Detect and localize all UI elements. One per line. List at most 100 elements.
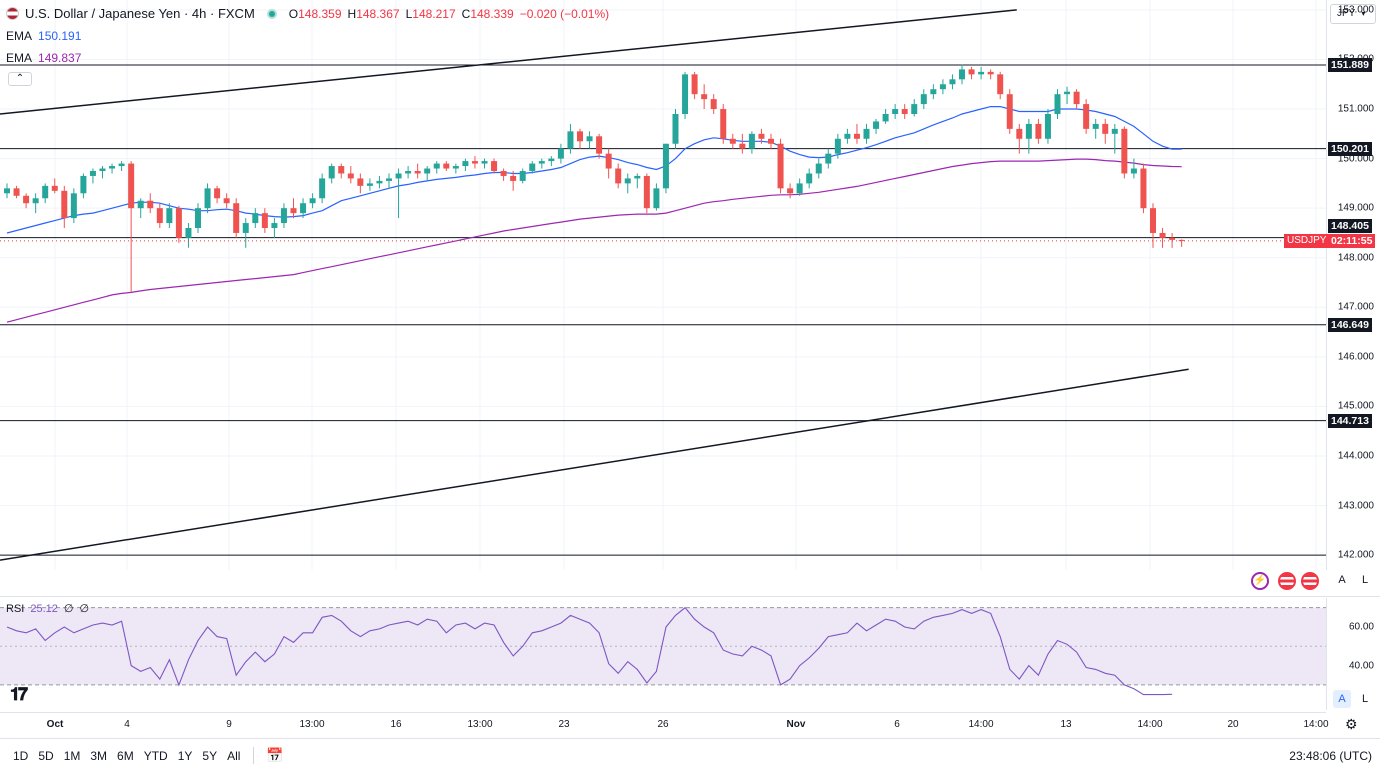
lightning-icon[interactable]: ⚡	[1251, 572, 1269, 590]
candle-body	[748, 133, 755, 149]
log-scale-button[interactable]: L	[1361, 574, 1369, 586]
currency-select[interactable]: JPY ▾	[1330, 4, 1376, 24]
candle-body	[930, 89, 937, 95]
auto-scale-button[interactable]: A	[1338, 574, 1346, 586]
timeframe-ytd-button[interactable]: YTD	[143, 748, 168, 763]
candle-body	[529, 163, 536, 171]
ema-fast-legend[interactable]: EMA 150.191	[6, 29, 81, 43]
candle-body	[109, 166, 116, 169]
price-tick-label: 147.000	[1337, 301, 1374, 313]
candle	[1025, 118, 1032, 154]
settings-gear-icon[interactable]: ⚙	[1345, 716, 1358, 732]
chevron-up-icon[interactable]: ⌃	[8, 72, 32, 86]
candle-body	[32, 198, 39, 204]
rsi-tick-label: 40.00	[1348, 660, 1374, 672]
candle	[815, 158, 822, 179]
tradingview-logo[interactable]: 𝟏𝟕	[10, 684, 28, 704]
price-label-151889[interactable]: 151.889	[1328, 57, 1372, 72]
candle	[959, 64, 965, 85]
candle	[634, 173, 641, 189]
candle	[844, 128, 851, 144]
timeframe-5y-button[interactable]: 5Y	[202, 748, 218, 763]
candle	[987, 69, 994, 80]
candle-body	[1025, 123, 1032, 139]
candle	[873, 118, 880, 134]
symbol-title[interactable]: U.S. Dollar / Japanese Yen · 4h · FXCM	[25, 6, 255, 21]
candle	[729, 133, 736, 149]
time-tick-label: 14:00	[1303, 719, 1329, 730]
candle	[80, 173, 87, 199]
candle	[662, 143, 669, 194]
clock-readout[interactable]: 23:48:06 (UTC)	[1289, 748, 1372, 763]
candle	[309, 193, 316, 209]
price-tick-label: 144.000	[1337, 450, 1374, 462]
candle	[777, 138, 784, 194]
candle	[978, 66, 985, 80]
ema-fast-label: EMA	[6, 29, 33, 43]
candle	[500, 168, 507, 181]
timeframe-5d-button[interactable]: 5D	[38, 748, 54, 763]
candle-body	[729, 138, 736, 144]
price-tick-label: 150.000	[1337, 153, 1374, 165]
candle	[997, 71, 1004, 100]
price-chart[interactable]	[0, 0, 1326, 570]
price-tick-label: 146.000	[1337, 351, 1374, 363]
price-tick-label: 148.000	[1337, 252, 1374, 264]
candle-body	[682, 74, 689, 114]
candle	[739, 133, 746, 154]
rsi-chart[interactable]	[0, 598, 1326, 710]
timeframe-1y-button[interactable]: 1Y	[177, 748, 193, 763]
ema-slow-legend[interactable]: EMA 149.837	[6, 51, 81, 65]
candle-body	[662, 143, 669, 189]
timeframe-1m-button[interactable]: 1M	[63, 748, 81, 763]
rsi-log-scale-button[interactable]: L	[1361, 693, 1369, 705]
candle-body	[1092, 123, 1099, 129]
candle-body	[338, 166, 345, 174]
candle-body	[166, 208, 173, 224]
rsi-legend[interactable]: RSI 25.12 ∅ ∅	[6, 602, 89, 616]
candle	[1006, 89, 1013, 134]
timeframe-6m-button[interactable]: 6M	[117, 748, 134, 763]
candle-body	[424, 168, 431, 174]
date-range-calendar-icon[interactable]: 📅	[253, 747, 284, 764]
pane-separator[interactable]	[0, 596, 1380, 597]
candle-body	[185, 228, 192, 238]
candle-body	[280, 208, 287, 224]
price-label-146649[interactable]: 146.649	[1328, 317, 1372, 332]
candle-body	[376, 180, 383, 184]
us-flag-icon-2[interactable]	[1301, 572, 1319, 590]
candle-body	[968, 69, 975, 75]
candle-body	[1150, 208, 1156, 233]
rsi-value: 25.12	[30, 602, 58, 615]
us-flag-icon-1[interactable]	[1278, 572, 1296, 590]
time-axis[interactable]: Oct 4 9 13:00 16 13:00 23 26 Nov 6 14:00 13 14:00 20 1…	[0, 712, 1329, 738]
candle	[42, 183, 49, 204]
candle-body	[615, 168, 622, 184]
candle-body	[939, 84, 946, 90]
rsi-scale[interactable]: 60.00 40.00	[1326, 598, 1380, 710]
timeframe-1d-button[interactable]: 1D	[13, 748, 29, 763]
rsi-line	[6, 606, 1173, 696]
candle	[710, 94, 717, 114]
price-label-144713[interactable]: 144.713	[1328, 413, 1372, 428]
candle-body	[70, 193, 77, 219]
candle-body	[500, 171, 507, 176]
price-label-148405[interactable]: 148.405	[1328, 218, 1372, 233]
candle-body	[586, 136, 593, 142]
rsi-auto-scale-button[interactable]: A	[1333, 690, 1351, 708]
timeframe-all-button[interactable]: All	[227, 748, 241, 763]
candle-body	[1006, 94, 1013, 129]
timeframe-3m-button[interactable]: 3M	[90, 748, 108, 763]
candle	[930, 84, 937, 100]
time-tick-label: Nov	[786, 719, 806, 730]
candle	[892, 104, 899, 119]
price-countdown-label[interactable]: 02:11:55	[1328, 233, 1376, 248]
candle	[596, 133, 603, 159]
price-label-150201[interactable]: 150.201	[1328, 141, 1372, 156]
candle	[481, 158, 488, 169]
candle	[863, 123, 870, 144]
price-scale[interactable]: JPY▾ 153.000152.000151.000150.000149.000…	[1326, 0, 1380, 570]
candle-body	[1169, 237, 1176, 240]
symbol-price-tag[interactable]: USDJPY	[1284, 233, 1330, 248]
candle	[405, 166, 412, 179]
